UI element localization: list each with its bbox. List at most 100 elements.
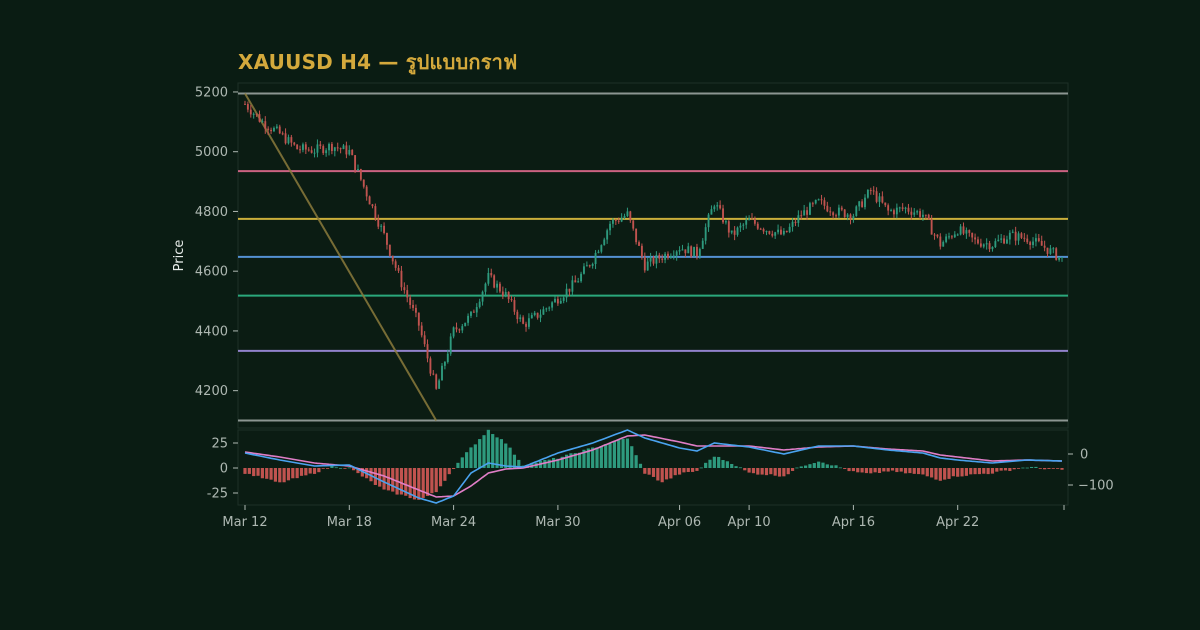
candle-body <box>330 143 333 152</box>
candle-body <box>339 148 342 150</box>
macd-hist-bar <box>908 468 912 474</box>
candle-body <box>1000 238 1003 240</box>
macd-hist-bar <box>717 456 721 468</box>
macd-hist-bar <box>812 463 816 468</box>
candle-body <box>400 270 403 288</box>
candle-body <box>1006 239 1008 244</box>
macd-hist-bar <box>312 468 317 474</box>
macd-hist-bar <box>969 468 973 475</box>
macd-hist-bar <box>1056 468 1060 469</box>
candle-body <box>832 212 835 216</box>
candle-body <box>273 127 275 132</box>
candle-body <box>1040 241 1043 246</box>
macd-hist-bar <box>916 468 921 475</box>
macd-hist-bar <box>421 468 425 498</box>
candle-body <box>826 205 829 212</box>
candle-body <box>284 133 287 144</box>
macd-hist-bar <box>473 444 477 468</box>
macd-hist-bar <box>773 468 777 476</box>
macd-hist-bar <box>995 468 999 472</box>
macd-hist-bar <box>864 468 869 474</box>
candle-body <box>1055 248 1058 260</box>
macd-hist-bar <box>347 467 351 469</box>
candle-body <box>620 217 623 222</box>
candle-body <box>481 291 484 302</box>
candle-body <box>948 236 950 238</box>
chart-title: XAUUSD H4 — รูปแบบกราฟ <box>238 50 518 74</box>
candle-body <box>690 246 693 257</box>
macd-hist-bar <box>469 447 473 468</box>
signal-line <box>244 434 1063 498</box>
candle-body <box>800 215 803 217</box>
macd-hist-bar <box>1029 466 1034 468</box>
candle-body <box>467 315 470 323</box>
candle-body <box>412 304 414 308</box>
candle-body <box>365 186 368 197</box>
candle-body <box>945 236 948 242</box>
macd-hist-bar <box>860 468 864 473</box>
candle-body <box>681 249 684 251</box>
macd-hist-bar <box>582 449 586 468</box>
macd-hist-bar <box>682 468 686 473</box>
macd-hist-bar <box>947 468 951 479</box>
macd-hist-bar <box>325 468 330 469</box>
candle-body <box>359 169 362 180</box>
candle-body <box>319 144 322 147</box>
candle-body <box>299 149 301 151</box>
macd-hist-bar <box>447 468 451 475</box>
macd-hist-bar <box>877 468 882 474</box>
candle-body <box>470 311 472 316</box>
macd-hist-bar <box>508 447 512 468</box>
candle-body <box>322 146 325 154</box>
candle-body <box>458 329 461 331</box>
macd-hist-bar <box>308 468 312 474</box>
macd-hist-bar <box>247 468 251 474</box>
candle-body <box>585 265 588 267</box>
macd-hist-bar <box>321 468 325 469</box>
candle-body <box>475 307 478 313</box>
candle-body <box>351 149 354 156</box>
candle-body <box>809 203 811 215</box>
macd-hist-bar <box>465 452 469 468</box>
macd-hist-bar <box>486 429 490 468</box>
candle-body <box>246 104 249 110</box>
macd-hist-bar <box>886 468 890 472</box>
x-tick-label: Apr 16 <box>832 515 875 530</box>
candle-body <box>762 229 765 232</box>
candle-body <box>846 214 849 217</box>
macd-hist-bar <box>760 468 764 475</box>
macd-hist-bar <box>795 467 799 469</box>
candle-body <box>362 179 365 187</box>
candle-body <box>901 207 904 209</box>
candle-body <box>519 317 522 320</box>
candle-body <box>438 380 441 389</box>
candle-body <box>568 288 571 292</box>
candle-body <box>417 312 420 326</box>
macd-hist-bar <box>265 468 269 479</box>
macd-hist-bar <box>339 467 343 469</box>
candle-body <box>377 218 380 227</box>
macd-hist-bar <box>712 456 716 468</box>
macd-hist-bar <box>591 447 595 468</box>
macd-hist-bar <box>708 459 712 468</box>
macd-hist-bar <box>304 468 308 476</box>
candle-body <box>530 315 533 319</box>
candle-body <box>739 225 742 228</box>
candle-body <box>522 317 525 324</box>
macd-hist-bar <box>990 468 995 474</box>
candle-body <box>617 220 620 222</box>
macd-hist-bar <box>478 439 482 468</box>
candle-body <box>893 210 895 215</box>
candle-body <box>724 221 727 223</box>
candle-body <box>716 205 719 207</box>
candle-body <box>942 241 945 247</box>
candle-body <box>791 221 794 227</box>
candle-body <box>252 113 255 115</box>
macd-hist-bar <box>543 460 547 468</box>
candle-body <box>710 209 713 215</box>
macd-hist-bar <box>725 461 729 468</box>
candle-body <box>774 232 777 236</box>
candle-body <box>374 206 377 219</box>
candle-body <box>982 244 985 247</box>
macd-hist-bar <box>434 468 438 493</box>
